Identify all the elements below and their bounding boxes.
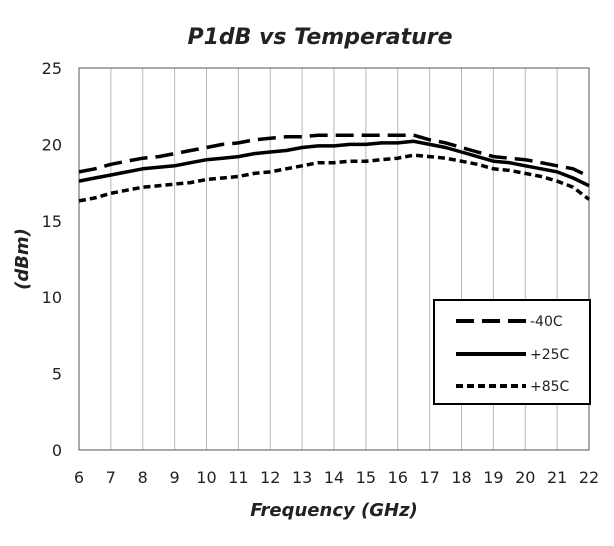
x-tick-label: 12 bbox=[260, 468, 280, 487]
series-lines bbox=[78, 133, 591, 203]
y-tick-label: 5 bbox=[52, 365, 62, 384]
plot-frame bbox=[78, 67, 590, 451]
x-tick-label: 15 bbox=[356, 468, 376, 487]
chart-title: P1dB vs Temperature bbox=[187, 25, 452, 50]
x-tick-label: 6 bbox=[74, 468, 84, 487]
y-tick-label: 0 bbox=[52, 441, 62, 460]
x-tick-label: 22 bbox=[579, 468, 599, 487]
x-tick-label: 8 bbox=[138, 468, 148, 487]
x-tick-label: 16 bbox=[388, 468, 408, 487]
y-tick-label: 20 bbox=[42, 135, 62, 154]
x-tick-label: 17 bbox=[419, 468, 439, 487]
y-tick-label: 15 bbox=[42, 212, 62, 231]
x-tick-label: 9 bbox=[170, 468, 180, 487]
x-tick-label: 13 bbox=[292, 468, 312, 487]
legend-label-plus25c: +25C bbox=[530, 347, 570, 363]
tick-labels: 6 7 8 9 10 11 12 13 14 15 16 17 18 19 20 21 22 0 5 10 15 20 25 bbox=[42, 59, 600, 487]
series-line-plus25c bbox=[78, 139, 590, 188]
legend-label-plus85c: +85C bbox=[530, 379, 570, 395]
x-tick-label: 10 bbox=[196, 468, 216, 487]
x-tick-label: 18 bbox=[451, 468, 471, 487]
x-tick-label: 20 bbox=[515, 468, 535, 487]
y-tick-label: 10 bbox=[42, 288, 62, 307]
x-tick-label: 21 bbox=[547, 468, 567, 487]
legend-label-minus40c: -40C bbox=[530, 314, 563, 330]
x-tick-label: 11 bbox=[228, 468, 248, 487]
series-line-plus85c bbox=[78, 153, 591, 203]
x-tick-label: 14 bbox=[324, 468, 344, 487]
y-axis-label: (dBm) bbox=[12, 228, 33, 290]
x-tick-label: 7 bbox=[106, 468, 116, 487]
legend: -40C +25C +85C bbox=[433, 299, 591, 405]
y-tick-label: 25 bbox=[42, 59, 62, 78]
x-tick-label: 19 bbox=[483, 468, 503, 487]
x-axis-label: Frequency (GHz) bbox=[250, 500, 418, 521]
series-line-minus40c bbox=[78, 133, 590, 179]
